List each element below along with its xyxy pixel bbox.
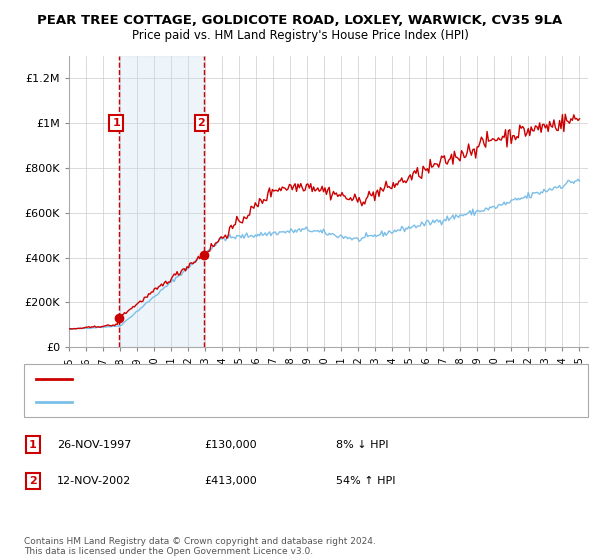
- Text: 12-NOV-2002: 12-NOV-2002: [57, 476, 131, 486]
- Text: 26-NOV-1997: 26-NOV-1997: [57, 440, 131, 450]
- Text: 2: 2: [29, 476, 37, 486]
- Text: Price paid vs. HM Land Registry's House Price Index (HPI): Price paid vs. HM Land Registry's House …: [131, 29, 469, 42]
- Text: HPI: Average price, detached house, Stratford-on-Avon: HPI: Average price, detached house, Stra…: [78, 397, 345, 407]
- Text: 2: 2: [197, 118, 205, 128]
- Text: 54% ↑ HPI: 54% ↑ HPI: [336, 476, 395, 486]
- Bar: [119, 56, 204, 347]
- Text: This data is licensed under the Open Government Licence v3.0.: This data is licensed under the Open Gov…: [24, 548, 313, 557]
- Text: 1: 1: [112, 118, 120, 128]
- Text: £130,000: £130,000: [204, 440, 257, 450]
- Text: PEAR TREE COTTAGE, GOLDICOTE ROAD, LOXLEY, WARWICK, CV35 9LA (detached hous: PEAR TREE COTTAGE, GOLDICOTE ROAD, LOXLE…: [78, 374, 505, 384]
- Text: PEAR TREE COTTAGE, GOLDICOTE ROAD, LOXLEY, WARWICK, CV35 9LA: PEAR TREE COTTAGE, GOLDICOTE ROAD, LOXLE…: [37, 14, 563, 27]
- Text: 8% ↓ HPI: 8% ↓ HPI: [336, 440, 389, 450]
- Text: £413,000: £413,000: [204, 476, 257, 486]
- Text: 1: 1: [29, 440, 37, 450]
- Text: Contains HM Land Registry data © Crown copyright and database right 2024.: Contains HM Land Registry data © Crown c…: [24, 538, 376, 547]
